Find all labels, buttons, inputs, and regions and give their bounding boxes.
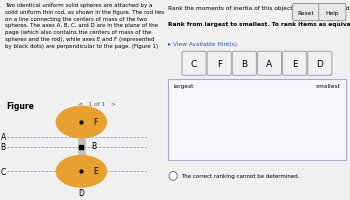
Text: smallest: smallest [316, 84, 341, 89]
Text: Rank from largest to smallest. To rank items as equivalent, overlap them.: Rank from largest to smallest. To rank i… [168, 22, 350, 27]
FancyBboxPatch shape [232, 52, 257, 76]
Text: D: D [316, 60, 323, 68]
FancyBboxPatch shape [257, 52, 281, 76]
Text: C: C [191, 60, 197, 68]
FancyBboxPatch shape [182, 52, 206, 76]
FancyBboxPatch shape [168, 80, 346, 160]
Text: B: B [1, 142, 6, 151]
Circle shape [56, 156, 107, 187]
Text: ▸ View Available Hint(s): ▸ View Available Hint(s) [168, 42, 237, 47]
Text: largest: largest [173, 84, 194, 89]
Circle shape [169, 172, 177, 180]
Text: <   1 of 1   >: < 1 of 1 > [78, 101, 116, 106]
Text: F: F [217, 60, 222, 68]
FancyBboxPatch shape [293, 4, 320, 22]
Text: Figure: Figure [7, 101, 34, 110]
Text: Reset: Reset [298, 11, 315, 15]
Text: Help: Help [326, 11, 339, 15]
Text: The correct ranking cannot be determined.: The correct ranking cannot be determined… [181, 174, 299, 178]
Text: A: A [1, 133, 6, 142]
Text: Rank the moments of inertia of this object about the axes indicated.: Rank the moments of inertia of this obje… [168, 6, 350, 11]
Text: Two identical uniform solid spheres are attached by a
solid uniform thin rod, as: Two identical uniform solid spheres are … [5, 3, 164, 49]
Text: E: E [93, 166, 98, 175]
Bar [78, 138, 85, 156]
FancyBboxPatch shape [319, 4, 346, 22]
Text: C: C [1, 167, 6, 176]
FancyBboxPatch shape [207, 52, 231, 76]
Text: F: F [93, 117, 97, 126]
Circle shape [56, 107, 107, 138]
FancyBboxPatch shape [308, 52, 332, 76]
Text: E: E [292, 60, 298, 68]
Text: D: D [78, 188, 84, 197]
FancyBboxPatch shape [282, 52, 307, 76]
Text: B: B [241, 60, 247, 68]
Text: B: B [91, 141, 96, 150]
Text: A: A [266, 60, 273, 68]
